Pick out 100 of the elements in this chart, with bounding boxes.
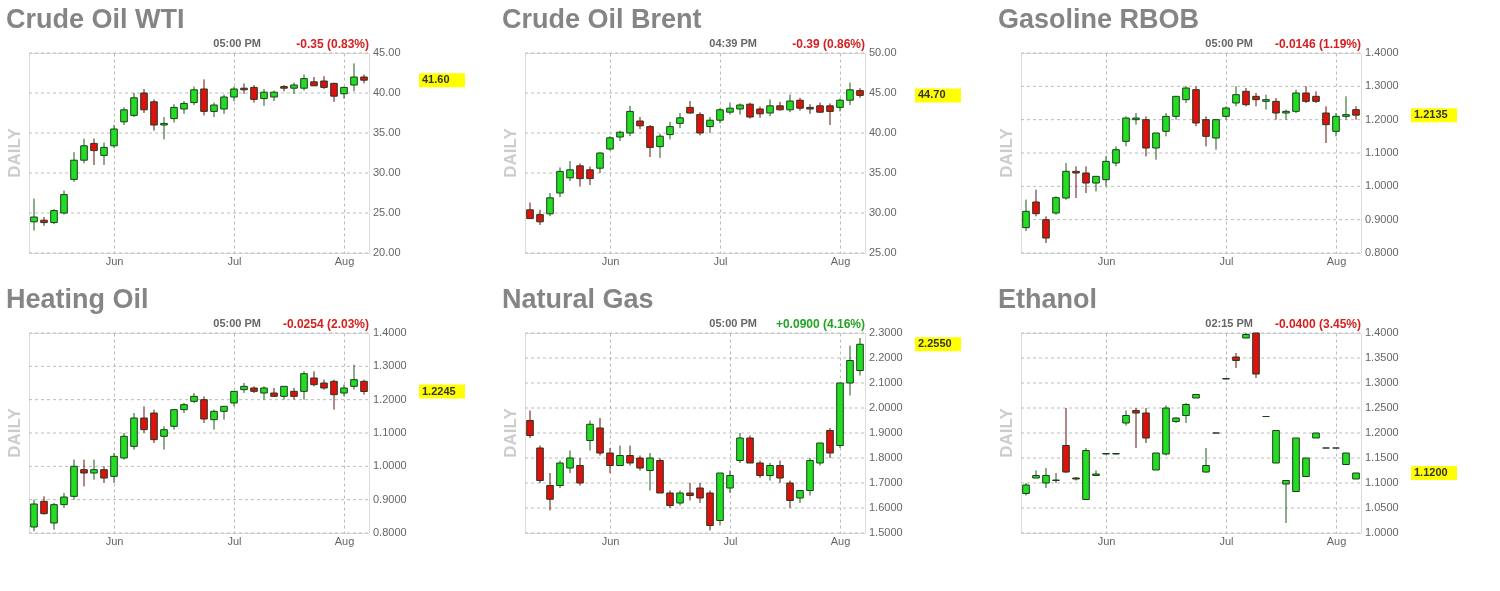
- candlestick: [636, 116, 644, 130]
- candlestick: [80, 138, 88, 164]
- candlestick: [1272, 97, 1280, 121]
- candlestick: [1042, 215, 1050, 244]
- text: -0.35 (0.83%): [296, 37, 369, 51]
- candlestick: [1252, 92, 1260, 107]
- candlestick: [270, 387, 278, 397]
- y-tick-label: 30.00: [373, 166, 401, 178]
- x-tick-label: Jul: [1219, 534, 1234, 547]
- y-tick-label: 0.9000: [1365, 212, 1399, 225]
- candlestick: [656, 133, 664, 159]
- y-tick-label: 40.00: [373, 86, 401, 98]
- candlestick: [1282, 480, 1290, 524]
- candlestick: [40, 216, 48, 227]
- x-tick-label: Jul: [227, 254, 242, 267]
- chart-title: Ethanol: [998, 284, 1097, 314]
- x-tick-label: Jun: [105, 254, 124, 267]
- chart-title: Crude Oil Brent: [502, 4, 702, 34]
- candlestick: [626, 445, 634, 466]
- y-tick-label: 1.4000: [1365, 46, 1399, 58]
- y-tick-label: 0.9000: [373, 492, 407, 505]
- candlestick: [1032, 189, 1040, 217]
- y-tick-label: 2.0000: [869, 401, 903, 413]
- chart-title: Natural Gas: [502, 284, 654, 314]
- candlestick: [290, 387, 298, 401]
- x-tick-label: Jul: [713, 254, 728, 267]
- candlestick: [200, 78, 208, 116]
- x-tick-label: Aug: [830, 254, 851, 267]
- candlestick: [1212, 119, 1220, 151]
- candlestick: [160, 425, 168, 451]
- x-tick-label: Aug: [1326, 534, 1347, 547]
- candlestick: [1242, 87, 1250, 107]
- candlestick: [50, 502, 58, 531]
- x-tick-label: Aug: [334, 534, 355, 547]
- text: -0.0254 (2.03%): [282, 317, 369, 331]
- y-tick-label: 1.6000: [869, 501, 903, 513]
- candlestick: [686, 100, 694, 115]
- candlestick: [546, 192, 554, 217]
- y-tick-label: 2.2000: [869, 351, 903, 363]
- candlestick: [576, 457, 584, 486]
- x-tick-label: Jun: [105, 534, 124, 547]
- x-tick-label: Jun: [601, 534, 620, 547]
- candlestick: [756, 106, 764, 119]
- y-tick-label: 1.1000: [373, 426, 407, 438]
- candlestick: [826, 102, 834, 126]
- candlestick: [736, 102, 744, 116]
- candlestick: [1042, 467, 1050, 489]
- y-tick-label: 50.00: [869, 46, 897, 58]
- candlestick: [776, 460, 784, 484]
- y-tick-label: 45.00: [869, 86, 897, 98]
- chart-subtitle: 02:15 PM: [1205, 317, 1253, 329]
- candlestick: [1332, 112, 1340, 137]
- candlestick: [1132, 112, 1140, 126]
- candlestick: [30, 198, 38, 232]
- candlestick: [696, 482, 704, 504]
- y-tick-label: 45.00: [373, 46, 401, 58]
- x-tick-label: Aug: [1326, 254, 1347, 267]
- candlestick: [536, 209, 544, 226]
- text: -0.0146 (1.19%): [1274, 37, 1361, 51]
- candlestick: [260, 385, 268, 401]
- candlestick: [1292, 89, 1300, 114]
- candlestick: [120, 432, 128, 461]
- candlestick: [190, 86, 198, 106]
- candlestick: [526, 410, 534, 439]
- chart-title: Heating Oil: [6, 284, 149, 314]
- candlestick: [90, 138, 98, 166]
- candlestick: [170, 103, 178, 124]
- y-tick-label: 40.00: [869, 126, 897, 138]
- candlestick: [280, 84, 288, 92]
- candlestick: [1102, 155, 1110, 187]
- candlestick: [1132, 407, 1140, 449]
- x-tick-label: Jul: [1219, 254, 1234, 267]
- candlestick: [1082, 165, 1090, 194]
- y-tick-label: 1.3000: [1365, 376, 1399, 388]
- y-tick-label: 0.8000: [373, 526, 407, 538]
- text: 1.2135: [1414, 108, 1448, 121]
- y-tick-label: 1.7000: [869, 476, 903, 488]
- y-tick-label: 1.1000: [1365, 476, 1399, 488]
- candlestick: [60, 190, 68, 216]
- text: -0.39 (0.86%): [792, 37, 865, 51]
- candlestick: [350, 62, 358, 92]
- candlestick: [100, 142, 108, 166]
- candlestick: [160, 116, 168, 140]
- candlestick: [1202, 115, 1210, 147]
- candlestick: [586, 166, 594, 186]
- y-tick-label: 1.9000: [869, 426, 903, 438]
- chart-subtitle: 05:00 PM: [213, 37, 261, 49]
- candlestick: [180, 100, 188, 115]
- text: -0.0400 (3.45%): [1274, 317, 1361, 331]
- candlestick: [1162, 112, 1170, 137]
- candlestick: [110, 124, 118, 149]
- candlestick: [40, 495, 48, 516]
- candlestick: [1232, 85, 1240, 107]
- candlestick: [1352, 105, 1360, 121]
- candlestick: [260, 88, 268, 107]
- text: 2.2550: [918, 337, 952, 350]
- candlestick: [300, 370, 308, 401]
- candlestick: [1112, 145, 1120, 167]
- candlestick: [1202, 447, 1210, 474]
- x-tick-label: Aug: [334, 254, 355, 267]
